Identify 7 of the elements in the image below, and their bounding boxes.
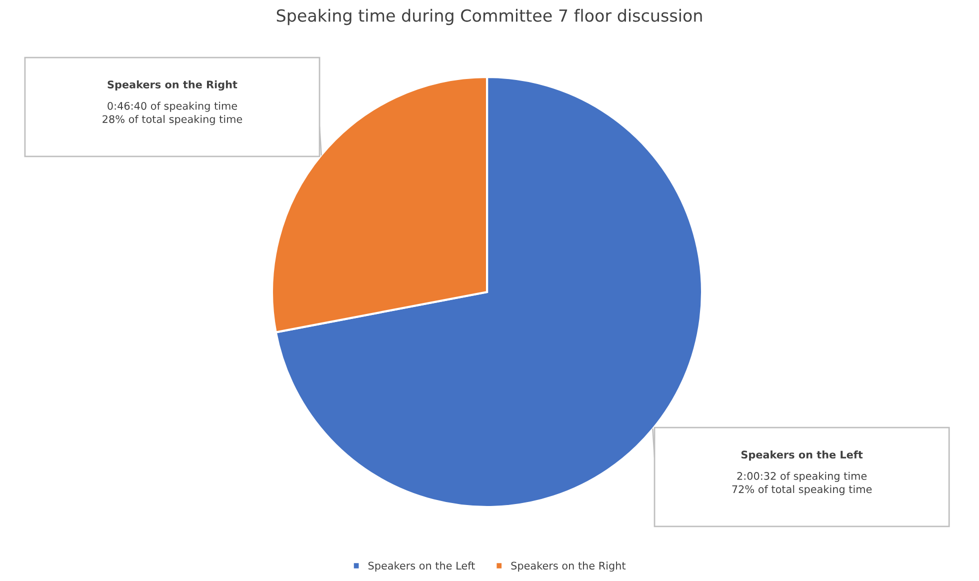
slice-label: Speakers on the Left: [741, 450, 863, 461]
chart-title: Speaking time during Committee 7 floor discussion: [276, 8, 702, 26]
slice-label: Speakers on the Right: [108, 80, 238, 91]
data-label: 2:00:32 of speaking time 72% of total speaking time: [732, 472, 872, 496]
legend-label: Speakers on the Left: [368, 562, 475, 572]
data-label: 0:46:40 of speaking time 28% of total speaking time: [102, 102, 242, 126]
legend-label: Speakers on the Right: [511, 562, 626, 572]
